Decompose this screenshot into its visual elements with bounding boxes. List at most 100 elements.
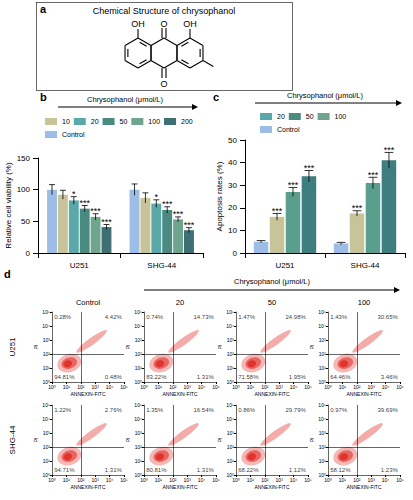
svg-text:PI: PI — [217, 345, 223, 350]
svg-text:10: 10 — [228, 226, 237, 235]
svg-text:20: 20 — [176, 298, 184, 307]
svg-text:10⁴: 10⁴ — [42, 323, 50, 329]
svg-text:10⁴: 10⁴ — [226, 323, 234, 329]
svg-text:***: *** — [304, 163, 315, 173]
svg-text:10⁴: 10⁴ — [198, 477, 206, 483]
svg-text:SHG-44: SHG-44 — [8, 425, 17, 454]
svg-text:10¹: 10¹ — [43, 365, 51, 371]
svg-text:10¹: 10¹ — [63, 384, 71, 390]
svg-text:20: 20 — [91, 118, 99, 125]
svg-text:10³: 10³ — [92, 477, 100, 483]
svg-text:14.73%: 14.73% — [193, 314, 214, 320]
svg-text:10⁵: 10⁵ — [304, 384, 312, 390]
svg-text:ANNEXIN-FITC: ANNEXIN-FITC — [255, 391, 290, 397]
svg-text:***: *** — [184, 220, 195, 230]
svg-text:10⁰: 10⁰ — [232, 477, 240, 483]
svg-text:10⁴: 10⁴ — [318, 416, 326, 422]
svg-text:10⁵: 10⁵ — [120, 477, 128, 483]
svg-text:100: 100 — [358, 298, 371, 307]
svg-text:U251: U251 — [275, 261, 295, 270]
svg-text:10²: 10² — [169, 384, 177, 390]
svg-text:83.22%: 83.22% — [146, 374, 167, 380]
svg-text:30: 30 — [228, 181, 237, 190]
svg-text:10¹: 10¹ — [135, 365, 143, 371]
svg-text:10⁵: 10⁵ — [42, 309, 50, 315]
svg-text:d: d — [4, 268, 11, 280]
svg-text:10²: 10² — [43, 351, 51, 357]
svg-text:10³: 10³ — [276, 477, 284, 483]
svg-text:10²: 10² — [43, 444, 51, 450]
svg-text:10³: 10³ — [43, 337, 51, 343]
svg-text:10¹: 10¹ — [155, 384, 163, 390]
svg-text:10²: 10² — [77, 384, 85, 390]
svg-text:Control: Control — [76, 298, 101, 307]
svg-text:50: 50 — [306, 113, 314, 120]
svg-text:20: 20 — [228, 203, 237, 212]
svg-text:0: 0 — [233, 249, 238, 258]
svg-text:ANNEXIN-FITC: ANNEXIN-FITC — [71, 391, 106, 397]
svg-text:10²: 10² — [227, 444, 235, 450]
svg-text:10³: 10³ — [135, 337, 143, 343]
svg-text:10⁵: 10⁵ — [226, 309, 234, 315]
svg-text:10¹: 10¹ — [227, 458, 235, 464]
svg-text:10³: 10³ — [319, 430, 327, 436]
svg-text:10¹: 10¹ — [247, 477, 255, 483]
svg-text:50: 50 — [120, 118, 128, 125]
svg-text:24.98%: 24.98% — [285, 314, 306, 320]
svg-text:10¹: 10¹ — [227, 365, 235, 371]
svg-text:ANNEXIN-FITC: ANNEXIN-FITC — [347, 484, 382, 490]
svg-text:***: *** — [79, 198, 90, 208]
svg-text:SHG-44: SHG-44 — [147, 261, 176, 270]
svg-text:10⁴: 10⁴ — [134, 323, 142, 329]
svg-text:4.42%: 4.42% — [105, 314, 123, 320]
svg-text:94.81%: 94.81% — [54, 374, 75, 380]
svg-text:***: *** — [368, 170, 379, 180]
svg-text:***: *** — [384, 145, 395, 155]
svg-text:10⁵: 10⁵ — [318, 309, 326, 315]
svg-text:10¹: 10¹ — [339, 477, 347, 483]
svg-text:10⁴: 10⁴ — [318, 323, 326, 329]
svg-text:10⁰: 10⁰ — [324, 384, 332, 390]
svg-text:10³: 10³ — [227, 337, 235, 343]
svg-text:10¹: 10¹ — [155, 477, 163, 483]
svg-text:10⁰: 10⁰ — [140, 384, 148, 390]
svg-text:10⁰: 10⁰ — [232, 384, 240, 390]
svg-text:1.23%: 1.23% — [381, 467, 399, 473]
svg-text:10⁰: 10⁰ — [140, 477, 148, 483]
svg-text:SHG-44: SHG-44 — [351, 261, 380, 270]
svg-text:10⁰: 10⁰ — [324, 477, 332, 483]
svg-text:10³: 10³ — [92, 384, 100, 390]
svg-text:OH: OH — [183, 19, 197, 29]
svg-text:10⁵: 10⁵ — [134, 309, 142, 315]
svg-text:1.12%: 1.12% — [289, 467, 307, 473]
svg-text:10²: 10² — [261, 384, 269, 390]
svg-text:10²: 10² — [353, 384, 361, 390]
svg-text:***: *** — [90, 206, 101, 216]
svg-text:ANNEXIN-FITC: ANNEXIN-FITC — [71, 484, 106, 490]
svg-text:***: *** — [352, 203, 363, 213]
svg-text:10⁴: 10⁴ — [198, 384, 206, 390]
svg-text:10⁵: 10⁵ — [120, 384, 128, 390]
svg-text:0.28%: 0.28% — [54, 314, 72, 320]
svg-text:c: c — [213, 91, 219, 103]
svg-text:64.46%: 64.46% — [330, 374, 351, 380]
svg-text:Control: Control — [277, 126, 300, 133]
svg-text:1.31%: 1.31% — [105, 467, 123, 473]
svg-text:3.46%: 3.46% — [381, 374, 399, 380]
svg-text:10³: 10³ — [184, 477, 192, 483]
svg-text:1.31%: 1.31% — [197, 467, 215, 473]
svg-text:0: 0 — [26, 249, 31, 258]
svg-text:10⁴: 10⁴ — [226, 416, 234, 422]
svg-text:1.35%: 1.35% — [146, 407, 164, 413]
svg-text:20: 20 — [277, 113, 285, 120]
svg-text:PI: PI — [33, 345, 39, 350]
svg-text:10¹: 10¹ — [43, 458, 51, 464]
svg-text:30.65%: 30.65% — [377, 314, 398, 320]
svg-text:150: 150 — [17, 154, 31, 163]
svg-text:10¹: 10¹ — [339, 384, 347, 390]
svg-text:10: 10 — [62, 118, 70, 125]
svg-text:Chemical Structure of chrysoph: Chemical Structure of chrysophanol — [93, 6, 236, 16]
svg-text:10⁵: 10⁵ — [42, 402, 50, 408]
svg-text:10³: 10³ — [227, 430, 235, 436]
svg-text:10³: 10³ — [368, 477, 376, 483]
